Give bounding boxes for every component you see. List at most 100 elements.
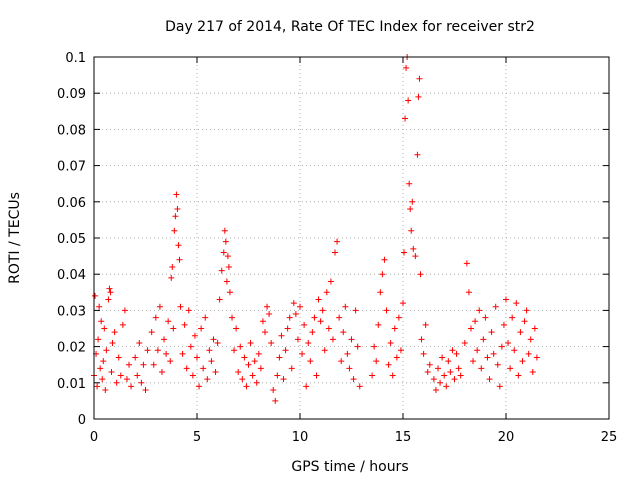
data-point bbox=[245, 361, 252, 368]
data-point bbox=[494, 361, 501, 368]
data-point bbox=[191, 332, 198, 339]
data-point bbox=[148, 329, 155, 336]
data-point bbox=[222, 238, 229, 245]
y-tick-label: 0.1 bbox=[65, 51, 86, 66]
data-point bbox=[257, 365, 264, 372]
data-point bbox=[107, 289, 114, 296]
x-axis-title: GPS time / hours bbox=[291, 459, 408, 475]
data-point bbox=[270, 387, 277, 394]
data-point bbox=[247, 339, 254, 346]
data-point bbox=[179, 350, 186, 357]
data-point bbox=[259, 318, 266, 325]
data-point bbox=[455, 365, 462, 372]
data-point bbox=[168, 274, 175, 281]
data-point bbox=[102, 387, 109, 394]
data-point bbox=[309, 329, 316, 336]
data-point bbox=[206, 347, 213, 354]
data-point bbox=[225, 263, 232, 270]
data-point bbox=[505, 339, 512, 346]
data-point bbox=[176, 256, 183, 263]
data-point bbox=[336, 314, 343, 321]
data-point bbox=[140, 361, 147, 368]
data-point bbox=[98, 318, 105, 325]
data-point bbox=[196, 383, 203, 390]
data-point bbox=[521, 318, 528, 325]
data-point bbox=[325, 325, 332, 332]
chart-title: Day 217 of 2014, Rate Of TEC Index for r… bbox=[165, 19, 535, 35]
data-point bbox=[286, 314, 293, 321]
data-point bbox=[231, 347, 238, 354]
data-point bbox=[167, 358, 174, 365]
data-point bbox=[344, 350, 351, 357]
data-point bbox=[142, 387, 149, 394]
data-point bbox=[204, 376, 211, 383]
data-point bbox=[223, 278, 230, 285]
data-point bbox=[531, 325, 538, 332]
data-point bbox=[117, 372, 124, 379]
data-point bbox=[319, 307, 326, 314]
data-point bbox=[261, 329, 268, 336]
data-point bbox=[253, 379, 260, 386]
data-point bbox=[109, 339, 116, 346]
data-point bbox=[340, 329, 347, 336]
data-point bbox=[478, 365, 485, 372]
data-point bbox=[315, 296, 322, 303]
data-point bbox=[490, 350, 497, 357]
data-point bbox=[321, 347, 328, 354]
data-point bbox=[354, 343, 361, 350]
data-point bbox=[198, 325, 205, 332]
data-point bbox=[161, 336, 168, 343]
x-tick-label: 0 bbox=[90, 430, 98, 445]
data-point bbox=[138, 379, 145, 386]
data-point bbox=[420, 350, 427, 357]
data-point bbox=[385, 361, 392, 368]
data-point bbox=[202, 314, 209, 321]
data-point bbox=[181, 321, 188, 328]
y-tick-label: 0.09 bbox=[57, 87, 86, 102]
data-point bbox=[158, 368, 165, 375]
data-point bbox=[498, 343, 505, 350]
data-point bbox=[492, 303, 499, 310]
data-point bbox=[301, 321, 308, 328]
data-point bbox=[480, 336, 487, 343]
data-point bbox=[317, 318, 324, 325]
data-point bbox=[418, 336, 425, 343]
data-point bbox=[430, 376, 437, 383]
data-point bbox=[375, 321, 382, 328]
data-point bbox=[371, 343, 378, 350]
data-point bbox=[389, 372, 396, 379]
data-point bbox=[274, 372, 281, 379]
data-point bbox=[383, 307, 390, 314]
data-point bbox=[96, 303, 103, 310]
data-point bbox=[121, 307, 128, 314]
data-point bbox=[377, 289, 384, 296]
data-point bbox=[417, 271, 424, 278]
data-point bbox=[307, 358, 314, 365]
data-point bbox=[529, 368, 536, 375]
data-point bbox=[507, 365, 514, 372]
data-point bbox=[284, 325, 291, 332]
data-point bbox=[338, 358, 345, 365]
data-point bbox=[170, 325, 177, 332]
data-point bbox=[105, 296, 112, 303]
x-tick-label: 25 bbox=[601, 430, 618, 445]
data-point bbox=[334, 238, 341, 245]
data-point bbox=[451, 376, 458, 383]
plot-frame bbox=[93, 56, 610, 420]
data-point bbox=[356, 383, 363, 390]
data-point bbox=[113, 379, 120, 386]
data-point bbox=[435, 365, 442, 372]
data-point bbox=[174, 206, 181, 213]
data-point bbox=[441, 372, 448, 379]
data-point bbox=[470, 358, 477, 365]
data-point bbox=[381, 256, 388, 263]
data-point bbox=[177, 303, 184, 310]
data-point bbox=[101, 325, 108, 332]
data-point bbox=[108, 368, 115, 375]
data-point bbox=[94, 383, 101, 390]
data-point bbox=[414, 151, 421, 158]
data-point bbox=[237, 343, 244, 350]
data-point bbox=[278, 332, 285, 339]
data-point bbox=[412, 253, 419, 260]
